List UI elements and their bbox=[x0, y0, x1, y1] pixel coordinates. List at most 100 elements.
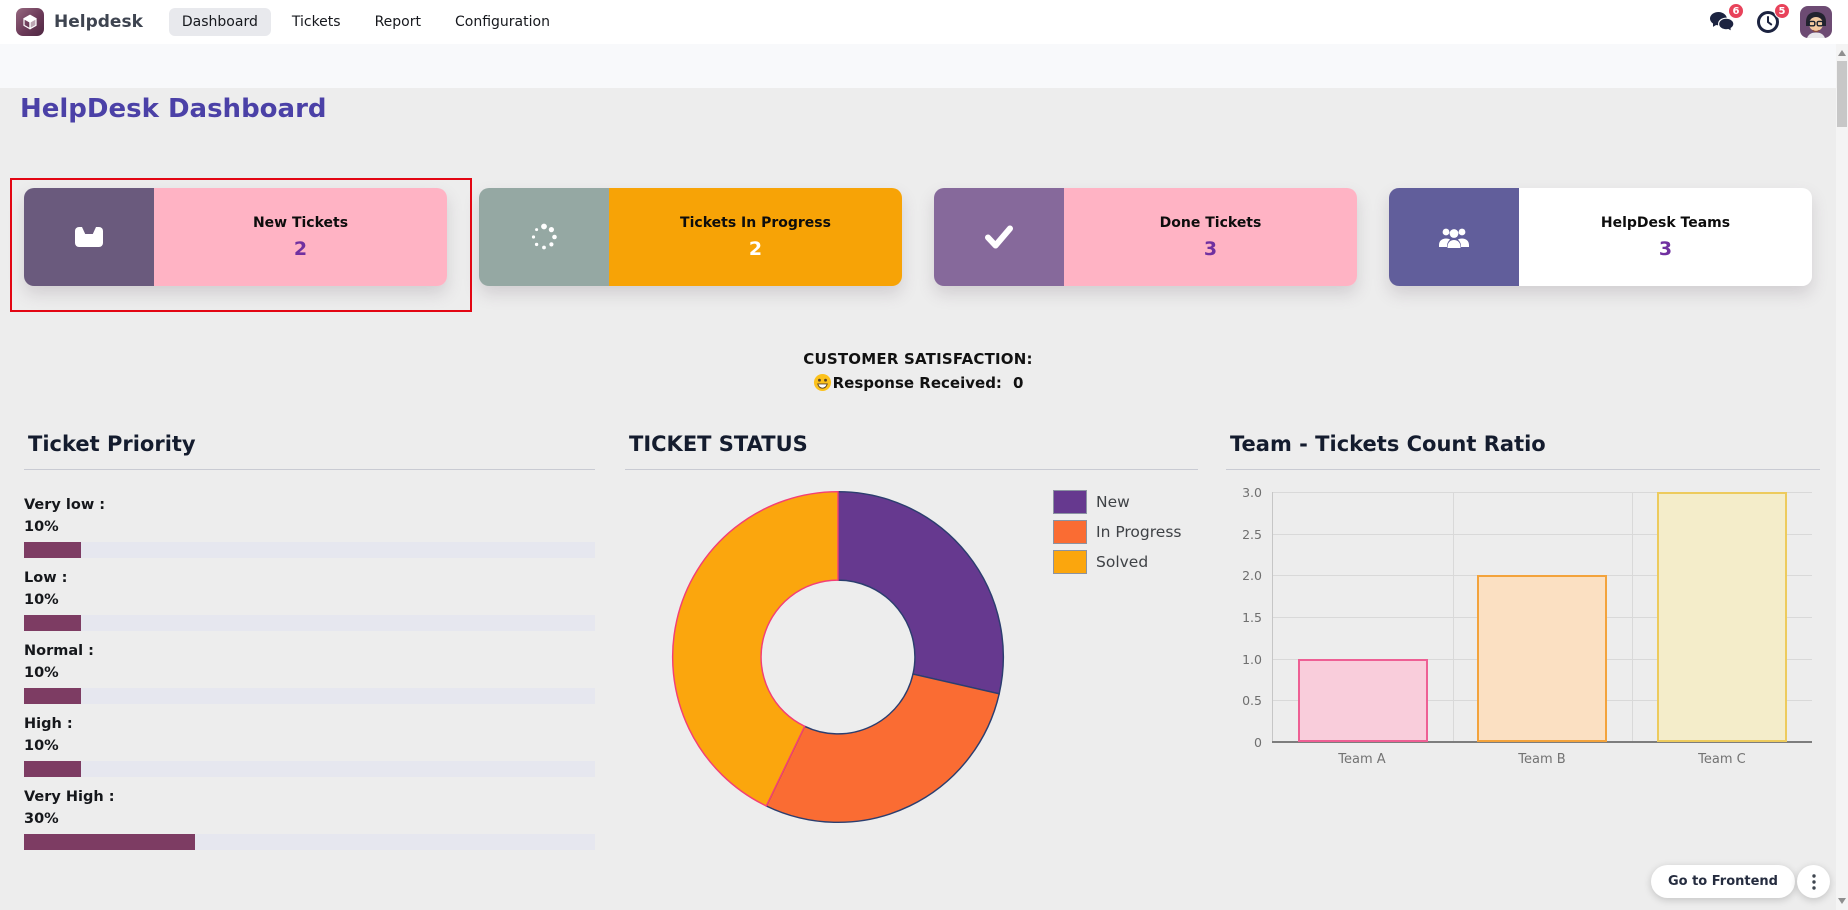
nav-item-tickets[interactable]: Tickets bbox=[291, 14, 341, 30]
priority-percent: 30% bbox=[24, 811, 59, 827]
satisfaction-label: Response Received: bbox=[832, 373, 1002, 392]
card-body: New Tickets 2 bbox=[154, 188, 447, 286]
card-new-tickets[interactable]: New Tickets 2 bbox=[24, 188, 447, 286]
priority-item: Normal : 10% bbox=[24, 642, 595, 704]
legend-swatch bbox=[1053, 550, 1087, 574]
x-axis-labels: Team A Team B Team C bbox=[1272, 752, 1812, 767]
x-label-team-c: Team C bbox=[1698, 752, 1746, 767]
ticket-priority-title: Ticket Priority bbox=[28, 432, 196, 456]
helpdesk-logo-icon[interactable] bbox=[16, 8, 44, 36]
legend-swatch bbox=[1053, 490, 1087, 514]
bar-slot bbox=[1273, 492, 1453, 742]
donut-slice-new[interactable] bbox=[837, 490, 1004, 695]
card-icon-block bbox=[24, 188, 154, 286]
priority-label: Normal : bbox=[24, 643, 94, 659]
ticket-status-section: TICKET STATUS New In Progress bbox=[625, 432, 1198, 832]
scrollbar-up-arrow-icon[interactable] bbox=[1838, 50, 1846, 56]
card-icon-block bbox=[1389, 188, 1519, 286]
bars bbox=[1273, 492, 1812, 742]
card-done-tickets[interactable]: Done Tickets 3 bbox=[934, 188, 1357, 286]
customer-satisfaction: CUSTOMER SATISFACTION: Response Received… bbox=[0, 350, 1836, 392]
section-divider bbox=[625, 469, 1198, 470]
donut-slice-solved[interactable] bbox=[672, 490, 839, 807]
priority-item: High : 10% bbox=[24, 715, 595, 777]
cube-icon bbox=[23, 14, 37, 30]
card-helpdesk-teams[interactable]: HelpDesk Teams 3 bbox=[1389, 188, 1812, 286]
messages-button[interactable]: 6 bbox=[1708, 3, 1744, 36]
card-label: Done Tickets bbox=[1159, 214, 1262, 231]
activities-button[interactable]: 5 bbox=[1754, 3, 1790, 36]
donut-legend: New In Progress Solved bbox=[1053, 490, 1181, 580]
user-avatar[interactable] bbox=[1800, 6, 1832, 38]
priority-item: Low : 10% bbox=[24, 569, 595, 631]
section-divider bbox=[1226, 469, 1820, 470]
frontend-menu-button[interactable] bbox=[1797, 865, 1830, 898]
smiley-emoji-icon bbox=[813, 373, 831, 392]
card-label: HelpDesk Teams bbox=[1600, 214, 1731, 231]
nav-item-report[interactable]: Report bbox=[374, 14, 421, 30]
priority-bar-fill bbox=[24, 761, 82, 777]
bar-team-b[interactable] bbox=[1477, 575, 1608, 742]
plot-area bbox=[1272, 492, 1812, 743]
x-label-team-b: Team B bbox=[1518, 752, 1566, 767]
check-icon bbox=[985, 225, 1013, 249]
y-tick: 2.0 bbox=[1242, 568, 1262, 584]
y-tick: 3.0 bbox=[1242, 485, 1262, 500]
clock-icon bbox=[1757, 11, 1779, 33]
team-ratio-title: Team - Tickets Count Ratio bbox=[1230, 432, 1546, 456]
gridline bbox=[1273, 533, 1812, 535]
card-body: Done Tickets 3 bbox=[1064, 188, 1357, 286]
bar-team-c[interactable] bbox=[1657, 492, 1788, 742]
donut-chart bbox=[672, 490, 1004, 824]
card-body: HelpDesk Teams 3 bbox=[1519, 188, 1812, 286]
card-tickets-in-progress[interactable]: Tickets In Progress 2 bbox=[479, 188, 902, 286]
nav-item-configuration[interactable]: Configuration bbox=[455, 14, 550, 30]
card-value: 2 bbox=[293, 237, 308, 260]
priority-percent: 10% bbox=[24, 592, 59, 608]
priority-bar-track bbox=[24, 615, 595, 631]
card-label: Tickets In Progress bbox=[680, 214, 831, 231]
dashboard-main: HelpDesk Dashboard New Tickets 2 bbox=[0, 88, 1836, 910]
x-axis-line bbox=[1272, 741, 1812, 743]
priority-item: Very low : 10% bbox=[24, 496, 595, 558]
bar-team-a[interactable] bbox=[1297, 658, 1428, 742]
team-bar-chart: 3.0 2.5 2.0 1.5 1.0 0.5 0 bbox=[1226, 485, 1820, 792]
nav-item-dashboard[interactable]: Dashboard bbox=[168, 8, 271, 36]
priority-bar-track bbox=[24, 834, 595, 850]
gridline bbox=[1632, 492, 1634, 742]
spinner-icon bbox=[531, 223, 557, 250]
legend-item-in-progress[interactable]: In Progress bbox=[1053, 520, 1181, 544]
messages-badge: 6 bbox=[1728, 3, 1744, 19]
card-body: Tickets In Progress 2 bbox=[609, 188, 902, 286]
go-to-frontend-button[interactable]: Go to Frontend bbox=[1650, 865, 1795, 898]
donut-slice-in-progress[interactable] bbox=[765, 673, 1001, 824]
ticket-status-chart: New In Progress Solved bbox=[625, 470, 1198, 832]
y-tick: 1.5 bbox=[1242, 610, 1262, 625]
priority-label: Very low : bbox=[24, 497, 106, 513]
priority-list: Very low : 10% Low : 10% Normal : 10% bbox=[24, 496, 595, 850]
header-substrip bbox=[0, 44, 1836, 88]
frontend-controls: Go to Frontend bbox=[1650, 865, 1830, 898]
nav-right: 6 5 bbox=[1708, 3, 1832, 38]
priority-percent: 10% bbox=[24, 519, 59, 535]
ticket-status-title: TICKET STATUS bbox=[629, 432, 808, 456]
kebab-menu-icon bbox=[1811, 873, 1816, 890]
activities-badge: 5 bbox=[1774, 3, 1790, 19]
bar-slot bbox=[1632, 492, 1812, 742]
priority-bar-track bbox=[24, 542, 595, 558]
priority-bar-fill bbox=[24, 688, 82, 704]
card-value: 3 bbox=[1203, 237, 1218, 260]
legend-item-new[interactable]: New bbox=[1053, 490, 1181, 514]
legend-label: In Progress bbox=[1096, 523, 1182, 541]
legend-item-solved[interactable]: Solved bbox=[1053, 550, 1181, 574]
priority-percent: 10% bbox=[24, 738, 59, 754]
priority-bar-track bbox=[24, 761, 595, 777]
vertical-scrollbar[interactable] bbox=[1836, 44, 1848, 910]
scrollbar-down-arrow-icon[interactable] bbox=[1838, 898, 1846, 904]
legend-swatch bbox=[1053, 520, 1087, 544]
x-label-team-a: Team A bbox=[1338, 752, 1386, 767]
legend-label: Solved bbox=[1096, 553, 1149, 571]
gridline bbox=[1273, 492, 1812, 493]
scrollbar-thumb[interactable] bbox=[1837, 61, 1847, 127]
card-label: New Tickets bbox=[252, 214, 349, 231]
